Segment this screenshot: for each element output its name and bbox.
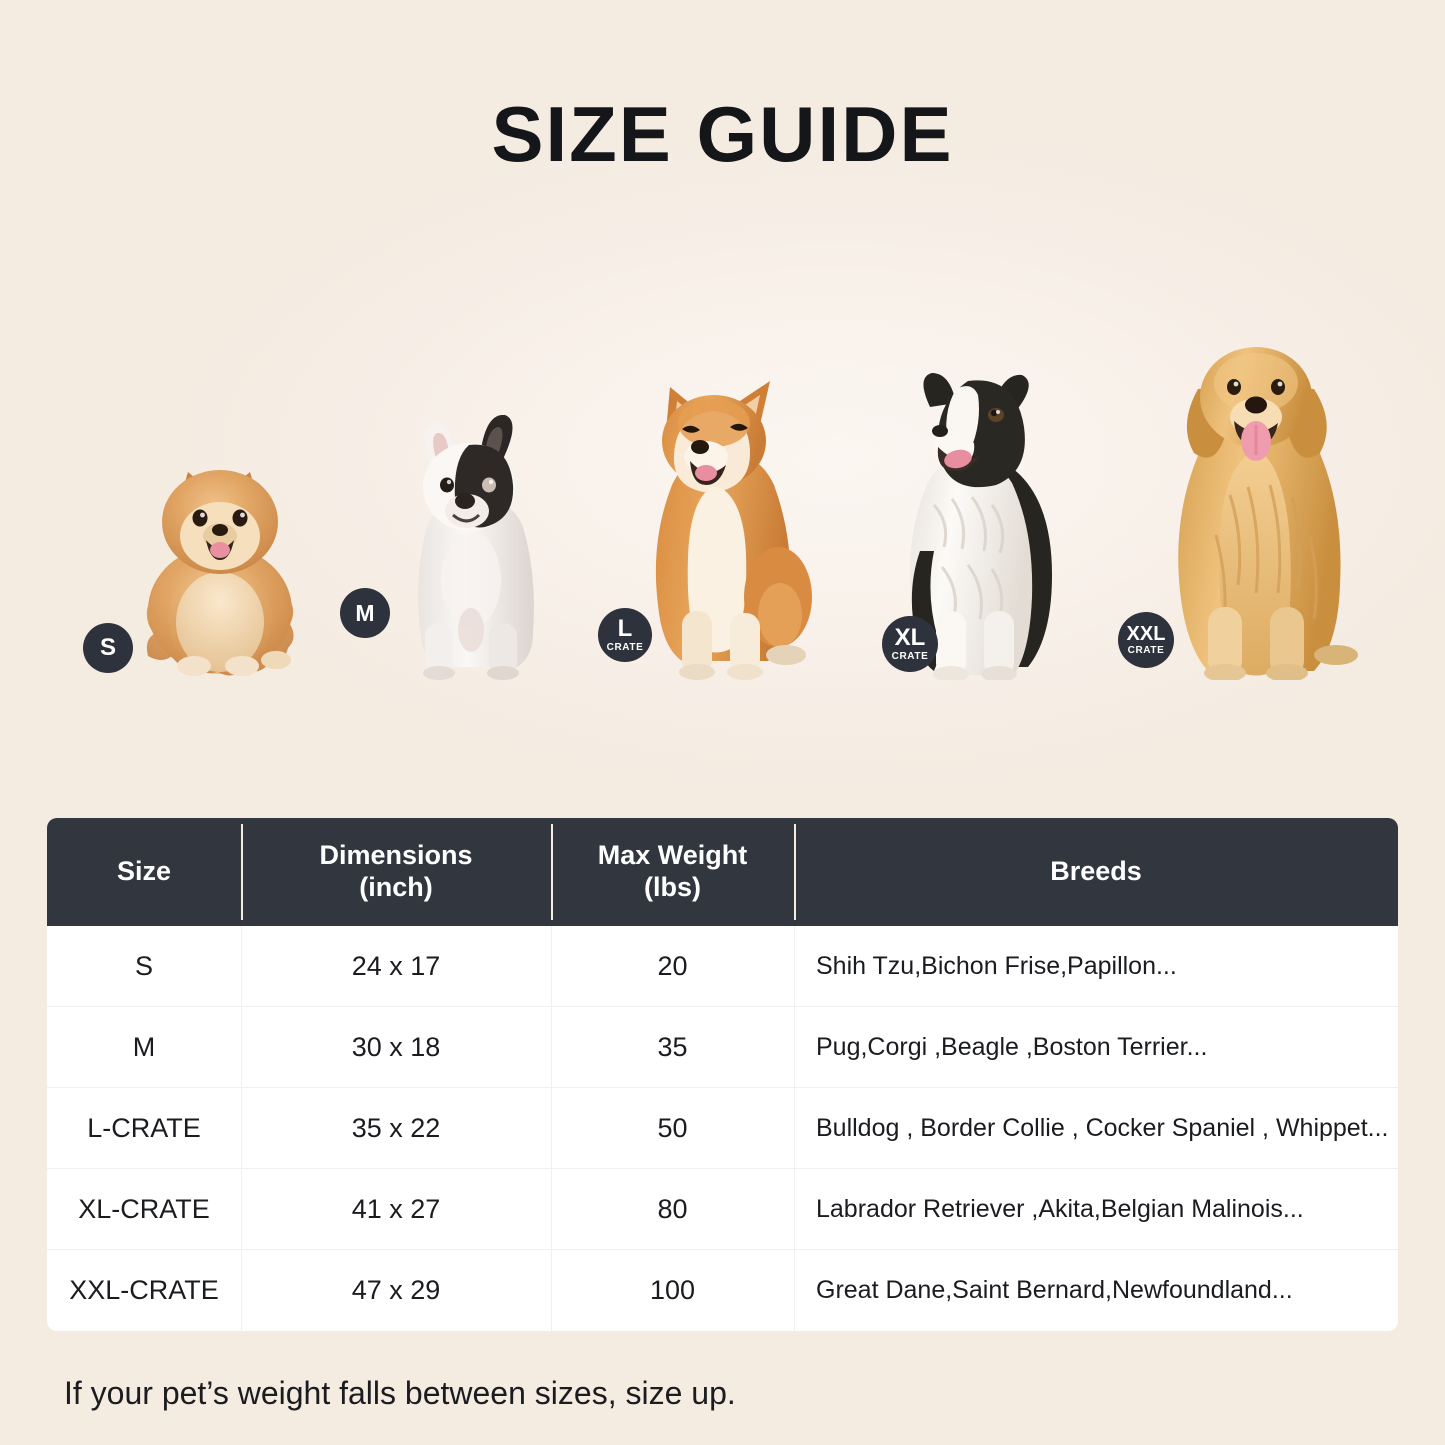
size-badge-xxl-label: XXL [1126, 623, 1166, 645]
cell-breeds: Bulldog , Border Collie , Cocker Spaniel… [794, 1088, 1398, 1168]
table-header-size-label: Size [116, 856, 172, 887]
cell-breeds-text: Bulldog , Border Collie , Cocker Spaniel… [816, 1113, 1389, 1142]
cell-max-weight-text: 100 [649, 1275, 696, 1305]
size-badge-m-label: M [355, 599, 375, 626]
cell-dimensions-text: 30 x 18 [351, 1031, 441, 1062]
dog-slot-xxl: XXL CRATE [1118, 325, 1376, 680]
size-badge-xl-sublabel: CRATE [891, 651, 929, 662]
cell-size-text: XL-CRATE [78, 1193, 210, 1224]
cell-size: S [47, 926, 241, 1006]
cell-dimensions: 41 x 27 [241, 1169, 551, 1249]
dog-slot-l: L CRATE [598, 365, 820, 680]
shiba-inu-illustration [655, 381, 812, 680]
french-bulldog-illustration [418, 415, 534, 680]
cell-dimensions-text: 24 x 17 [351, 950, 441, 981]
size-badge-l[interactable]: L CRATE [598, 608, 652, 662]
size-badge-m[interactable]: M [340, 588, 390, 638]
cell-dimensions: 24 x 17 [241, 926, 551, 1006]
table-row: M 30 x 18 35 Pug,Corgi ,Beagle ,Boston T… [47, 1007, 1398, 1088]
table-header-breeds: Breeds [794, 818, 1398, 926]
cell-breeds-text: Shih Tzu,Bichon Frise,Papillon... [816, 951, 1177, 980]
cell-size: L-CRATE [47, 1088, 241, 1168]
pomeranian-illustration [146, 470, 294, 676]
cell-size: XXL-CRATE [47, 1250, 241, 1331]
dog-slot-m: M [340, 415, 555, 680]
table-row: XL-CRATE 41 x 27 80 Labrador Retriever ,… [47, 1169, 1398, 1250]
dog-slot-xl: XL CRATE [872, 355, 1077, 680]
cell-dimensions-text: 41 x 27 [351, 1193, 441, 1224]
cell-size: XL-CRATE [47, 1169, 241, 1249]
size-badge-xl[interactable]: XL CRATE [882, 616, 938, 672]
cell-max-weight-text: 50 [657, 1112, 688, 1143]
size-badge-s[interactable]: S [83, 623, 133, 673]
table-header-breeds-label: Breeds [1050, 856, 1142, 887]
size-badge-xl-label: XL [894, 624, 926, 651]
cell-size-text: L-CRATE [87, 1112, 201, 1143]
table-header-size: Size [47, 818, 241, 926]
size-table: Size Dimensions (inch) Max Weight (lbs) … [47, 818, 1398, 1331]
dog-slot-s: S [83, 450, 320, 680]
cell-max-weight: 100 [551, 1250, 794, 1331]
cell-max-weight: 35 [551, 1007, 794, 1087]
cell-breeds-text: Great Dane,Saint Bernard,Newfoundland... [816, 1276, 1293, 1304]
page-title: SIZE GUIDE [491, 90, 954, 178]
cell-dimensions-text: 35 x 22 [351, 1112, 441, 1143]
border-collie-illustration [910, 373, 1052, 680]
golden-retriever-illustration [1178, 347, 1358, 680]
table-header-max-weight-unit: (lbs) [643, 872, 701, 902]
cell-dimensions-text: 47 x 29 [351, 1275, 441, 1305]
size-badge-s-label: S [99, 634, 116, 661]
cell-size-text: S [134, 950, 153, 981]
cell-dimensions: 47 x 29 [241, 1250, 551, 1331]
table-row: XXL-CRATE 47 x 29 100 Great Dane,Saint B… [47, 1250, 1398, 1331]
table-header-dimensions-label: Dimensions [319, 840, 473, 871]
cell-max-weight: 20 [551, 926, 794, 1006]
size-badge-xxl[interactable]: XXL CRATE [1118, 612, 1174, 668]
size-badge-xxl-sublabel: CRATE [1127, 645, 1165, 656]
table-header-dimensions-unit: (inch) [359, 872, 433, 902]
cell-max-weight-text: 35 [657, 1031, 688, 1062]
cell-breeds-text: Pug,Corgi ,Beagle ,Boston Terrier... [816, 1032, 1208, 1061]
cell-breeds: Great Dane,Saint Bernard,Newfoundland... [794, 1250, 1398, 1331]
cell-size-text: M [132, 1031, 156, 1062]
cell-max-weight: 80 [551, 1169, 794, 1249]
table-header-dimensions: Dimensions (inch) [241, 818, 551, 926]
cell-max-weight-text: 80 [657, 1193, 688, 1224]
table-row: L-CRATE 35 x 22 50 Bulldog , Border Coll… [47, 1088, 1398, 1169]
cell-size-text: XXL-CRATE [69, 1275, 219, 1305]
cell-breeds: Shih Tzu,Bichon Frise,Papillon... [794, 926, 1398, 1006]
sizing-footnote: If your pet’s weight falls between sizes… [64, 1375, 736, 1411]
table-header-max-weight: Max Weight (lbs) [551, 818, 794, 926]
table-header-row: Size Dimensions (inch) Max Weight (lbs) … [47, 818, 1398, 926]
cell-dimensions: 30 x 18 [241, 1007, 551, 1087]
dog-size-illustrations: S [0, 250, 1445, 680]
table-header-max-weight-label: Max Weight [597, 840, 748, 871]
size-badge-l-sublabel: CRATE [606, 642, 644, 653]
cell-max-weight: 50 [551, 1088, 794, 1168]
cell-breeds-text: Labrador Retriever ,Akita,Belgian Malino… [816, 1194, 1304, 1223]
size-badge-l-label: L [617, 615, 633, 642]
table-body: S 24 x 17 20 Shih Tzu,Bichon Frise,Papil… [47, 926, 1398, 1331]
table-row: S 24 x 17 20 Shih Tzu,Bichon Frise,Papil… [47, 926, 1398, 1007]
cell-dimensions: 35 x 22 [241, 1088, 551, 1168]
cell-breeds: Pug,Corgi ,Beagle ,Boston Terrier... [794, 1007, 1398, 1087]
cell-size: M [47, 1007, 241, 1087]
cell-breeds: Labrador Retriever ,Akita,Belgian Malino… [794, 1169, 1398, 1249]
cell-max-weight-text: 20 [657, 950, 688, 981]
